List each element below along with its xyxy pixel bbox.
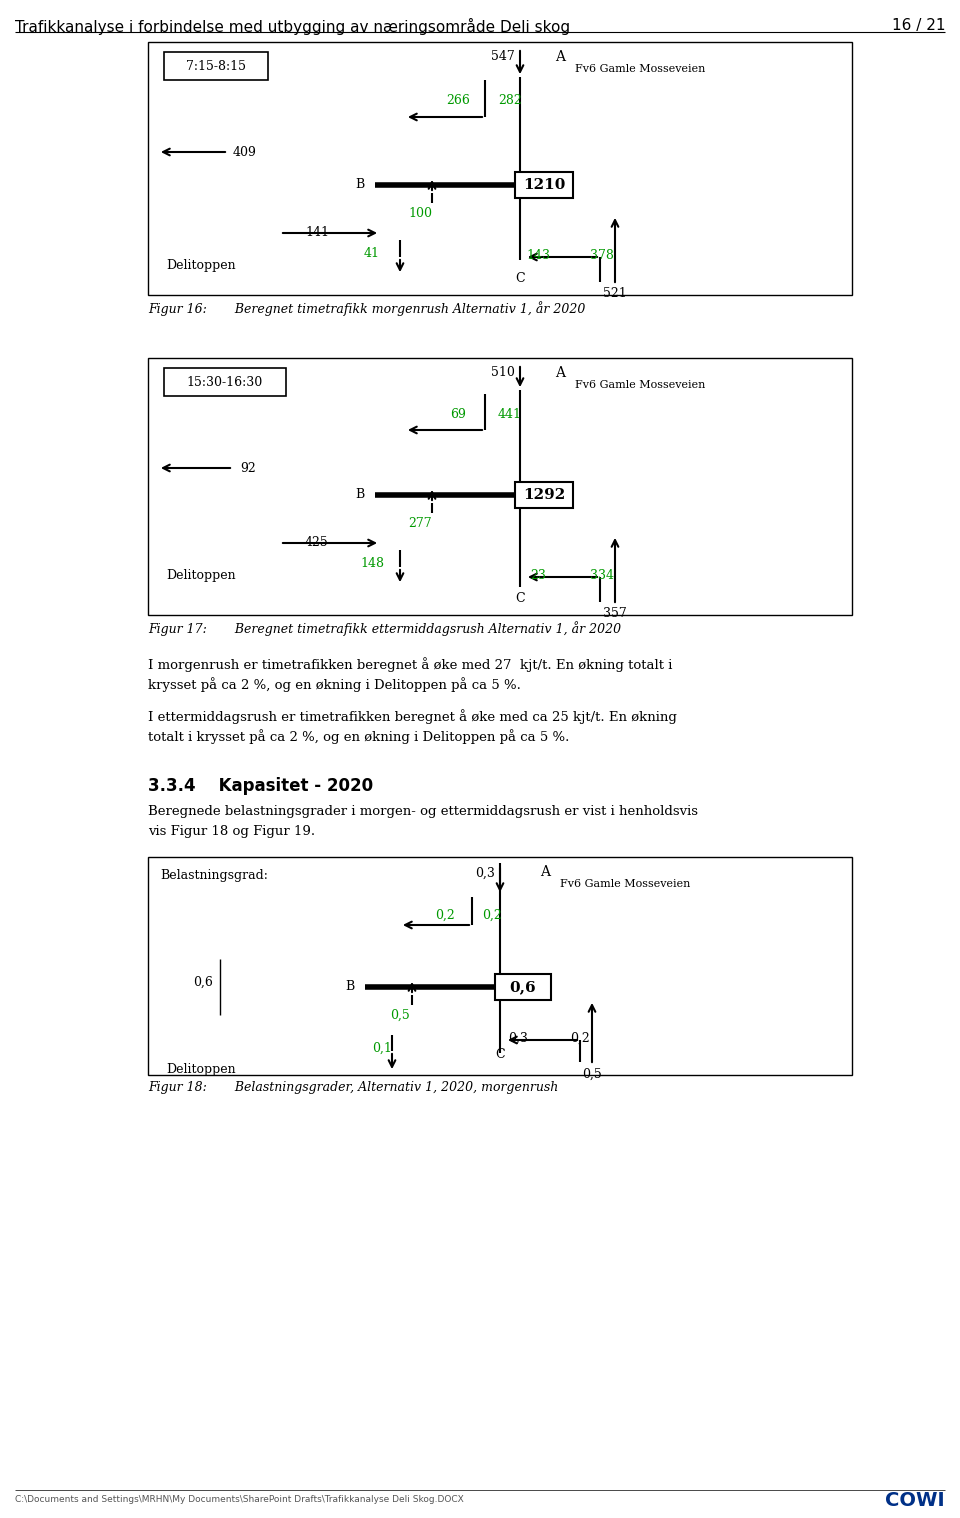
Text: 441: 441 xyxy=(498,408,522,420)
Bar xyxy=(515,483,573,509)
Text: Fv6 Gamle Mosseveien: Fv6 Gamle Mosseveien xyxy=(575,380,706,390)
Text: 0,3: 0,3 xyxy=(475,867,495,880)
Text: 41: 41 xyxy=(364,247,380,260)
Text: 0,3: 0,3 xyxy=(508,1032,528,1044)
Bar xyxy=(148,858,852,1075)
Text: Delitoppen: Delitoppen xyxy=(166,1063,235,1075)
Text: 282: 282 xyxy=(498,94,522,106)
Text: COWI: COWI xyxy=(885,1491,945,1510)
Text: 510: 510 xyxy=(492,366,515,380)
Text: 0,2: 0,2 xyxy=(482,909,502,921)
Bar xyxy=(495,975,551,1000)
Text: 0,2: 0,2 xyxy=(570,1032,589,1044)
Text: 357: 357 xyxy=(603,607,627,619)
Text: Delitoppen: Delitoppen xyxy=(166,258,235,272)
Text: 15:30-16:30: 15:30-16:30 xyxy=(187,375,263,389)
Text: 0,5: 0,5 xyxy=(390,1009,410,1022)
Text: Delitoppen: Delitoppen xyxy=(166,569,235,581)
Text: 425: 425 xyxy=(305,536,328,550)
Text: I ettermiddagsrush er timetrafikken beregnet å øke med ca 25 kjt/t. En økning: I ettermiddagsrush er timetrafikken bere… xyxy=(148,709,677,724)
FancyBboxPatch shape xyxy=(164,52,268,80)
Text: C: C xyxy=(515,592,524,606)
Text: Belastningsgrad:: Belastningsgrad: xyxy=(160,868,268,882)
Text: 266: 266 xyxy=(446,94,470,106)
Text: A: A xyxy=(555,50,565,64)
Text: Figur 18:       Belastningsgrader, Alternativ 1, 2020, morgenrush: Figur 18: Belastningsgrader, Alternativ … xyxy=(148,1081,559,1094)
Text: I morgenrush er timetrafikken beregnet å øke med 27  kjt/t. En økning totalt i: I morgenrush er timetrafikken beregnet å… xyxy=(148,657,672,672)
Text: Beregnede belastningsgrader i morgen- og ettermiddagsrush er vist i henholdsvis: Beregnede belastningsgrader i morgen- og… xyxy=(148,805,698,818)
Text: 3.3.4    Kapasitet - 2020: 3.3.4 Kapasitet - 2020 xyxy=(148,777,373,795)
Text: 23: 23 xyxy=(530,569,546,581)
Text: Fv6 Gamle Mosseveien: Fv6 Gamle Mosseveien xyxy=(560,879,690,890)
Text: 1210: 1210 xyxy=(523,178,565,191)
Text: A: A xyxy=(540,865,550,879)
Text: 1292: 1292 xyxy=(523,487,565,502)
Text: 334: 334 xyxy=(590,569,614,581)
Text: B: B xyxy=(345,981,354,993)
Text: 7:15-8:15: 7:15-8:15 xyxy=(186,59,246,73)
Text: totalt i krysset på ca 2 %, og en økning i Delitoppen på ca 5 %.: totalt i krysset på ca 2 %, og en økning… xyxy=(148,729,569,744)
FancyBboxPatch shape xyxy=(164,367,286,396)
Bar xyxy=(515,172,573,197)
Text: 521: 521 xyxy=(603,287,627,301)
Text: krysset på ca 2 %, og en økning i Delitoppen på ca 5 %.: krysset på ca 2 %, og en økning i Delito… xyxy=(148,677,521,692)
Text: 0,2: 0,2 xyxy=(435,909,455,921)
Text: 148: 148 xyxy=(360,557,384,569)
Text: Figur 17:       Beregnet timetrafikk ettermiddagsrush Alternativ 1, år 2020: Figur 17: Beregnet timetrafikk ettermidd… xyxy=(148,621,621,636)
Text: A: A xyxy=(555,366,565,380)
Text: Trafikkanalyse i forbindelse med utbygging av næringsområde Deli skog: Trafikkanalyse i forbindelse med utbyggi… xyxy=(15,18,570,35)
Text: Fv6 Gamle Mosseveien: Fv6 Gamle Mosseveien xyxy=(575,64,706,74)
Bar xyxy=(148,43,852,294)
Text: 378: 378 xyxy=(590,249,614,263)
Text: 143: 143 xyxy=(526,249,550,263)
Text: B: B xyxy=(355,179,364,191)
Text: 0,1: 0,1 xyxy=(372,1041,392,1055)
Text: 100: 100 xyxy=(408,206,432,220)
Text: 0,6: 0,6 xyxy=(193,976,213,988)
Text: 409: 409 xyxy=(233,146,257,158)
Text: 0,5: 0,5 xyxy=(582,1069,602,1081)
Text: 0,6: 0,6 xyxy=(510,981,537,994)
Text: C: C xyxy=(515,273,524,285)
Text: 69: 69 xyxy=(450,408,466,420)
Text: 16 / 21: 16 / 21 xyxy=(892,18,945,33)
Text: Figur 16:       Beregnet timetrafikk morgenrush Alternativ 1, år 2020: Figur 16: Beregnet timetrafikk morgenrus… xyxy=(148,301,586,316)
Bar xyxy=(148,358,852,615)
Text: 141: 141 xyxy=(305,226,329,240)
Text: vis Figur 18 og Figur 19.: vis Figur 18 og Figur 19. xyxy=(148,824,315,838)
Text: 547: 547 xyxy=(492,50,515,64)
Text: B: B xyxy=(355,489,364,501)
Text: C: C xyxy=(495,1049,505,1061)
Text: 92: 92 xyxy=(240,461,255,475)
Text: C:\Documents and Settings\MRHN\My Documents\SharePoint Drafts\Trafikkanalyse Del: C:\Documents and Settings\MRHN\My Docume… xyxy=(15,1495,464,1504)
Text: 277: 277 xyxy=(408,518,432,530)
